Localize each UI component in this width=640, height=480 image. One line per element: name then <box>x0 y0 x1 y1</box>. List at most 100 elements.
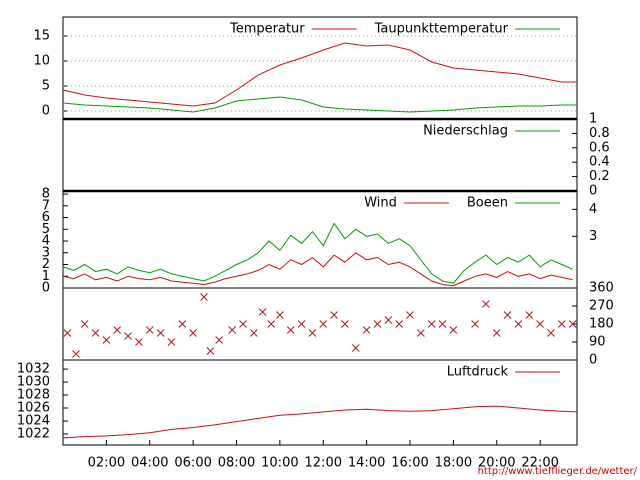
scatter-point <box>145 326 154 334</box>
y-tick-label: 1026 <box>17 401 50 416</box>
x-tick-label: 18:00 <box>435 456 472 471</box>
y-tick-label: 0.2 <box>589 169 610 184</box>
x-tick-label: 14:00 <box>348 456 385 471</box>
x-tick-label: 20:00 <box>478 456 515 471</box>
legend-label: Boeen <box>467 196 508 211</box>
y-tick-label: 15 <box>33 29 50 44</box>
legend-label: Luftdruck <box>447 365 509 380</box>
series-line <box>62 405 578 439</box>
scatter-point <box>492 329 501 337</box>
scatter-point <box>514 320 523 328</box>
scatter-point <box>503 311 512 319</box>
y-tick-label: 1032 <box>17 362 50 377</box>
y-tick-label: 180 <box>589 317 614 332</box>
scatter-point <box>395 320 404 328</box>
scatter-point <box>200 293 208 301</box>
scatter-point <box>482 300 490 308</box>
y-tick-label: 5 <box>42 79 50 94</box>
scatter-point <box>297 320 306 328</box>
scatter-point <box>286 326 295 334</box>
scatter-point <box>80 320 89 328</box>
y-tick-label: 1024 <box>17 413 50 428</box>
x-tick-label: 16:00 <box>391 456 428 471</box>
y-tick-label: 8 <box>42 187 50 202</box>
scatter-point <box>568 320 577 328</box>
y2-tick-label: 3 <box>589 229 597 244</box>
legend-label: Wind <box>364 196 397 211</box>
x-tick-label: 06:00 <box>174 456 211 471</box>
y-tick-label: 360 <box>589 281 614 296</box>
scatter-point <box>341 320 349 328</box>
scatter-point <box>319 320 328 328</box>
scatter-point <box>228 326 237 334</box>
scatter-point <box>427 320 436 328</box>
y-tick-label: 4 <box>42 234 50 249</box>
x-tick-label: 04:00 <box>131 456 168 471</box>
x-tick-label: 12:00 <box>305 456 342 471</box>
scatter-point <box>167 338 176 346</box>
panel-frame <box>62 359 578 446</box>
series-line <box>62 252 573 287</box>
scatter-point <box>384 316 393 324</box>
y-tick-label: 0 <box>42 104 50 119</box>
scatter-point <box>156 329 165 337</box>
x-tick-label: 08:00 <box>218 456 255 471</box>
y-tick-label: 1 <box>589 112 597 127</box>
scatter-point <box>362 326 371 334</box>
scatter-point <box>267 320 276 328</box>
scatter-point <box>373 320 382 328</box>
scatter-point <box>239 320 247 328</box>
legend-label: Niederschlag <box>423 124 508 139</box>
scatter-point <box>215 336 224 344</box>
x-tick-label: 02:00 <box>88 456 125 471</box>
y-tick-label: 1028 <box>17 388 50 403</box>
scatter-point <box>113 326 122 334</box>
series-line <box>62 96 577 113</box>
y-tick-label: 0.6 <box>589 140 610 155</box>
series-line <box>62 42 577 107</box>
footer-url: http://www.tiefflieger.de/wetter/ <box>478 466 638 477</box>
legend-label: Temperatur <box>229 22 305 37</box>
y-tick-label: 270 <box>589 299 614 314</box>
scatter-point <box>330 311 338 319</box>
scatter-point <box>72 350 80 358</box>
scatter-point <box>178 320 187 328</box>
scatter-point <box>438 320 447 328</box>
scatter-point <box>102 336 111 344</box>
y-tick-label: 2 <box>42 257 50 272</box>
y-tick-label: 1030 <box>17 375 50 390</box>
y-tick-label: 0.8 <box>589 126 610 141</box>
scatter-point <box>351 344 360 352</box>
scatter-point <box>63 329 72 337</box>
y-tick-label: 10 <box>33 54 50 69</box>
series-line <box>62 222 573 284</box>
scatter-point <box>536 320 544 328</box>
scatter-point <box>124 332 132 340</box>
scatter-point <box>308 329 317 337</box>
scatter-point <box>276 311 284 319</box>
scatter-point <box>449 326 458 334</box>
scatter-point <box>249 329 258 337</box>
scatter-point <box>135 338 143 346</box>
scatter-point <box>525 311 534 319</box>
y-tick-label: 0.4 <box>589 155 610 170</box>
y-tick-label: 5 <box>42 222 50 237</box>
scatter-point <box>189 329 197 337</box>
y-tick-label: 3 <box>42 245 50 260</box>
scatter-point <box>258 308 267 316</box>
scatter-point <box>547 329 555 337</box>
y-tick-label: 6 <box>42 210 50 225</box>
y-tick-label: 1022 <box>17 426 50 441</box>
x-tick-label: 10:00 <box>261 456 298 471</box>
y-tick-label: 7 <box>42 198 50 213</box>
scatter-point <box>406 311 414 319</box>
scatter-point <box>206 347 215 355</box>
scatter-point <box>91 329 100 337</box>
legend-label: Taupunkttemperatur <box>374 22 509 37</box>
y-tick-label: 0 <box>589 184 597 199</box>
scatter-point <box>471 320 479 328</box>
scatter-point <box>557 320 566 328</box>
y2-tick-label: 4 <box>589 202 597 217</box>
